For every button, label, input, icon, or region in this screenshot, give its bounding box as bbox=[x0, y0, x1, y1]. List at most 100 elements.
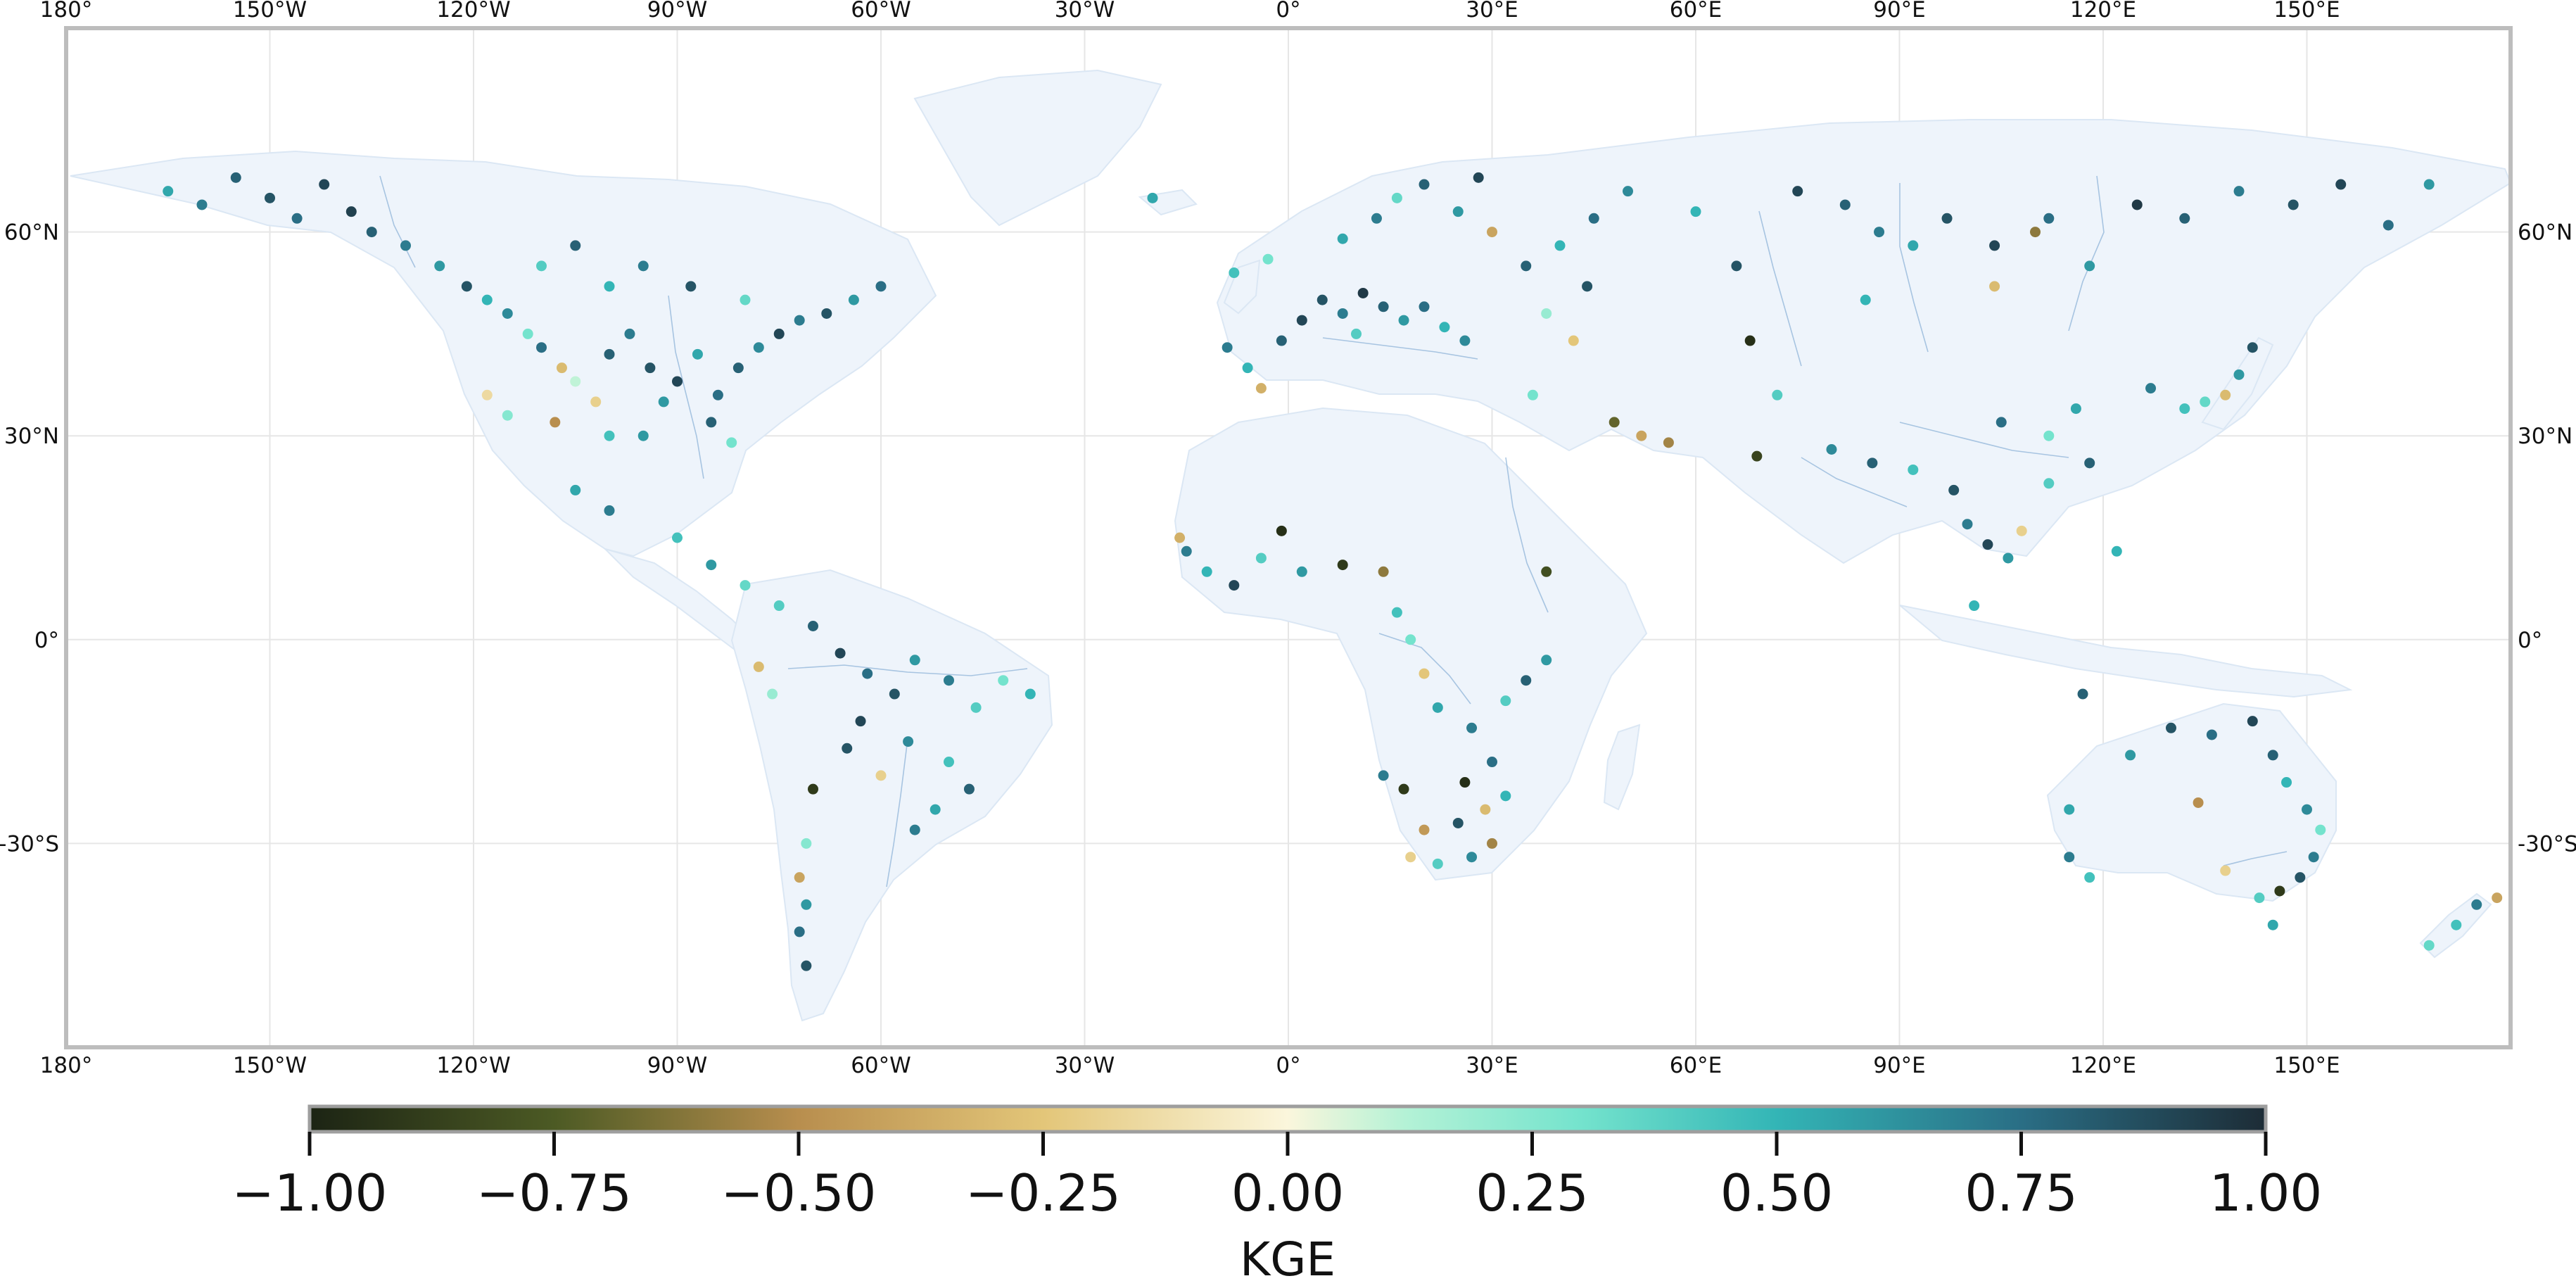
station-marker bbox=[1487, 227, 1497, 238]
lon-tick-label-bottom: 30°W bbox=[1055, 1053, 1115, 1078]
station-marker bbox=[658, 396, 669, 408]
lon-tick-label-bottom: 180° bbox=[40, 1053, 93, 1078]
station-marker bbox=[808, 620, 818, 631]
station-marker bbox=[909, 824, 920, 835]
colorbar-tick-label: −0.50 bbox=[721, 1163, 877, 1223]
station-marker bbox=[1731, 260, 1742, 272]
station-marker bbox=[1473, 172, 1484, 183]
station-marker bbox=[590, 396, 602, 408]
station-marker bbox=[842, 743, 853, 754]
latitude-labels-right: 60°N 30°N 0° -30°S bbox=[2518, 220, 2576, 857]
station-marker bbox=[1663, 437, 1674, 448]
station-marker bbox=[196, 199, 208, 210]
station-marker bbox=[2003, 553, 2014, 564]
station-marker bbox=[2179, 403, 2190, 415]
station-marker bbox=[2254, 892, 2265, 904]
station-marker bbox=[1609, 417, 1620, 428]
station-marker bbox=[604, 430, 615, 441]
station-marker bbox=[2267, 919, 2278, 930]
station-marker bbox=[2220, 865, 2231, 876]
lon-tick-label-top: 60°E bbox=[1670, 0, 1722, 23]
station-marker bbox=[2145, 383, 2157, 394]
station-marker bbox=[1419, 301, 1430, 312]
lon-tick-label-top: 30°E bbox=[1466, 0, 1518, 23]
station-marker bbox=[1201, 566, 1212, 577]
station-marker bbox=[645, 362, 656, 374]
station-marker bbox=[1962, 519, 1973, 530]
station-marker bbox=[685, 281, 697, 292]
river-parana bbox=[886, 738, 908, 888]
station-marker bbox=[1351, 328, 1362, 339]
station-marker bbox=[536, 260, 547, 272]
station-marker bbox=[2308, 852, 2319, 863]
station-marker bbox=[1432, 858, 1443, 869]
station-marker bbox=[1487, 838, 1497, 849]
station-marker bbox=[556, 362, 567, 374]
station-marker bbox=[550, 417, 561, 428]
station-marker bbox=[1255, 553, 1267, 564]
station-marker bbox=[1391, 192, 1402, 203]
station-marker bbox=[1792, 186, 1803, 197]
lat-tick-label-right: -30°S bbox=[2518, 831, 2576, 857]
station-marker bbox=[1419, 824, 1430, 835]
station-marker bbox=[1405, 852, 1416, 863]
station-marker bbox=[2084, 260, 2095, 272]
colorbar-tick-label: 0.00 bbox=[1231, 1163, 1344, 1223]
station-marker bbox=[2233, 186, 2245, 197]
lon-tick-label-bottom: 90°W bbox=[647, 1053, 708, 1078]
station-marker bbox=[1500, 695, 1511, 707]
lat-tick-label-left: 60°N bbox=[4, 220, 59, 246]
lon-tick-label-bottom: 60°E bbox=[1670, 1053, 1722, 1078]
station-marker bbox=[1636, 430, 1647, 441]
station-marker bbox=[1839, 199, 1851, 210]
lon-tick-label-bottom: 150°E bbox=[2273, 1053, 2340, 1078]
station-marker bbox=[773, 600, 785, 612]
station-marker bbox=[1466, 852, 1478, 863]
colorbar-tick-label: −1.00 bbox=[232, 1163, 388, 1223]
lon-tick-label-top: 150°E bbox=[2273, 0, 2340, 23]
station-marker bbox=[2070, 403, 2081, 415]
station-marker bbox=[1242, 362, 1253, 374]
station-marker bbox=[1941, 213, 1953, 224]
station-marker bbox=[570, 240, 581, 251]
station-marker bbox=[1296, 315, 1307, 326]
station-marker bbox=[2043, 478, 2055, 489]
station-marker bbox=[2043, 430, 2055, 441]
station-marker bbox=[1554, 240, 1566, 251]
station-marker bbox=[1982, 539, 1993, 550]
station-marker bbox=[963, 783, 975, 795]
longitude-labels-bottom: 180° 150°W 120°W 90°W 60°W 30°W 0° 30°E 60°E 90°E… bbox=[40, 1053, 2340, 1078]
station-marker bbox=[1276, 335, 1287, 346]
station-marker bbox=[1337, 233, 1348, 244]
lon-tick-label-bottom: 120°E bbox=[2070, 1053, 2136, 1078]
station-marker bbox=[1623, 186, 1633, 197]
station-marker bbox=[794, 872, 805, 883]
station-marker bbox=[637, 430, 649, 441]
station-marker bbox=[801, 960, 812, 971]
station-marker bbox=[1398, 315, 1409, 326]
station-marker bbox=[753, 342, 764, 353]
station-marker bbox=[808, 783, 818, 795]
lat-tick-label-left: -30°S bbox=[0, 831, 59, 857]
station-marker bbox=[1371, 213, 1382, 224]
river-yenisei bbox=[1899, 183, 1929, 353]
lat-tick-label-left: 0° bbox=[34, 628, 59, 653]
station-marker bbox=[2030, 227, 2041, 238]
station-marker bbox=[1296, 566, 1307, 577]
station-marker bbox=[1521, 260, 1532, 272]
map-frame bbox=[64, 26, 2513, 1049]
station-marker bbox=[1582, 281, 1593, 292]
river-network bbox=[379, 175, 2288, 888]
station-marker bbox=[1826, 444, 1837, 455]
lon-tick-label-bottom: 120°W bbox=[436, 1053, 510, 1078]
station-marker bbox=[1908, 464, 1919, 475]
station-marker bbox=[1419, 668, 1430, 679]
station-marker bbox=[794, 315, 805, 326]
station-marker bbox=[2193, 797, 2204, 808]
station-marker bbox=[319, 179, 330, 190]
station-marker bbox=[835, 648, 846, 659]
station-marker bbox=[1541, 308, 1552, 319]
eurasia-land bbox=[1216, 119, 2511, 564]
lon-tick-label-top: 180° bbox=[40, 0, 93, 23]
station-marker bbox=[1867, 457, 1878, 469]
